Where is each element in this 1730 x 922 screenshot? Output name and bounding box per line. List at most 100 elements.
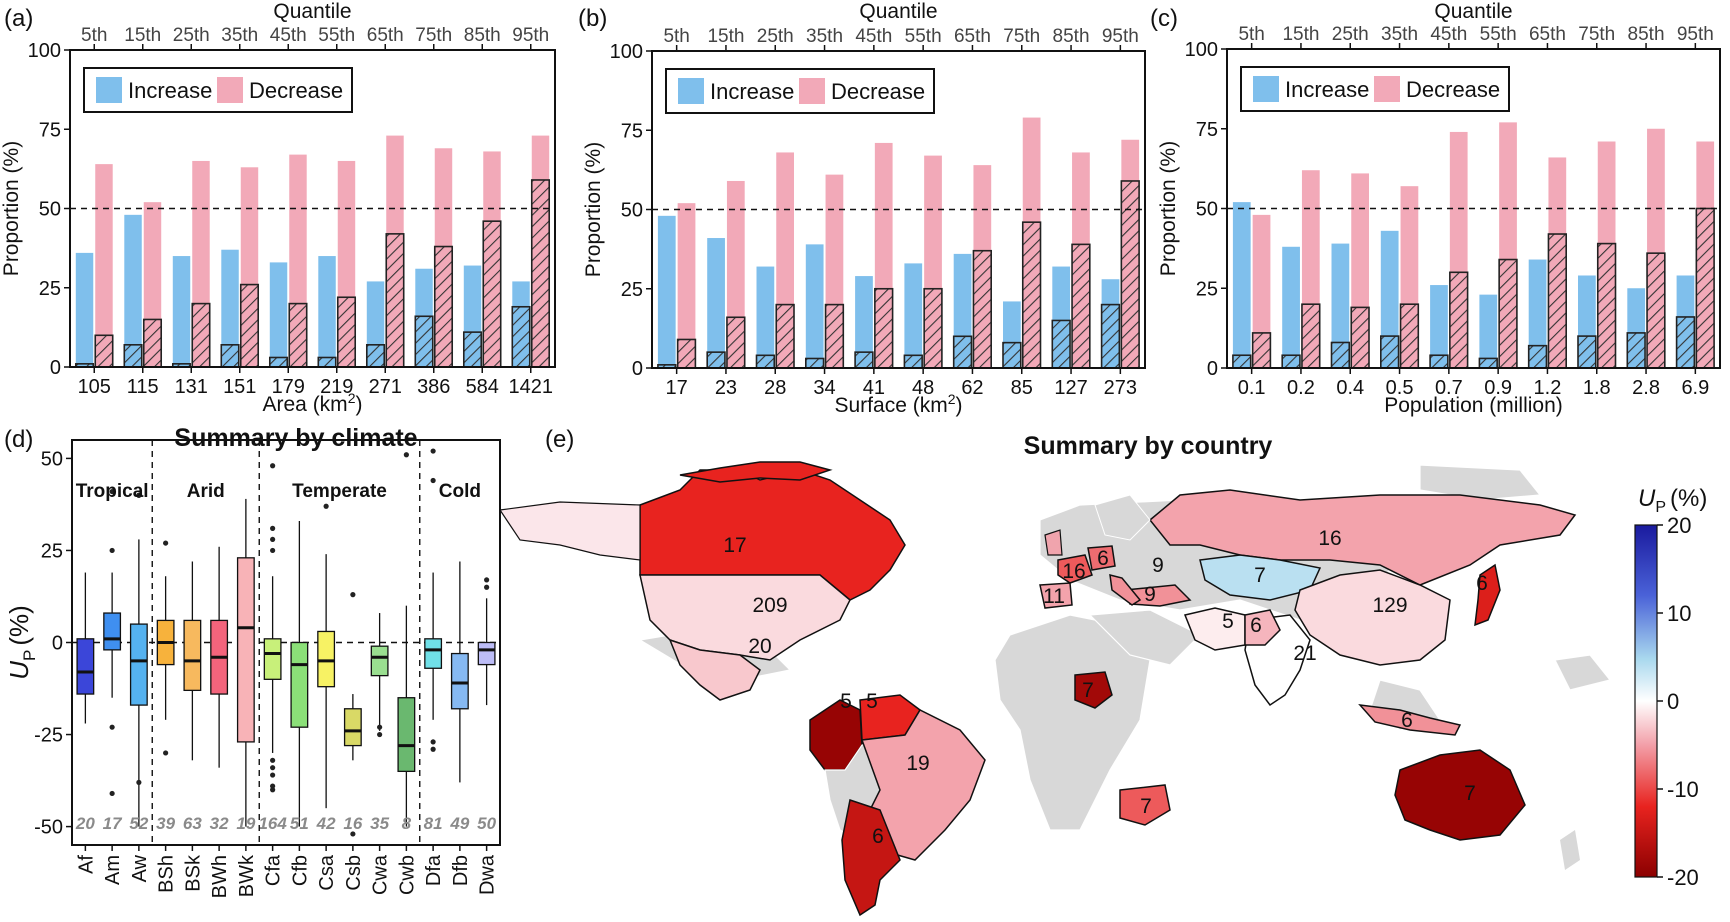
bar-increase bbox=[756, 266, 775, 368]
outlier-point bbox=[270, 757, 276, 763]
climate-label: Csa bbox=[316, 854, 338, 890]
colorbar-title: UP (%) bbox=[1638, 485, 1707, 516]
box-bwk bbox=[236, 557, 255, 743]
x-tick-label: 6.9 bbox=[1681, 377, 1709, 399]
country-count-label: 9 bbox=[1144, 583, 1156, 606]
y-tick-label: 75 bbox=[1196, 119, 1218, 141]
box-cfa bbox=[263, 638, 282, 680]
outlier-point bbox=[484, 577, 490, 583]
outlier-point bbox=[136, 779, 142, 786]
box-cfb bbox=[290, 641, 309, 728]
bar-decrease-significant bbox=[336, 296, 357, 368]
bar-increase bbox=[1232, 202, 1251, 368]
x-tick-label: 115 bbox=[127, 376, 159, 398]
x-tick-label: 271 bbox=[369, 376, 402, 398]
country-germany bbox=[1087, 545, 1116, 571]
climate-label: BSk bbox=[182, 854, 204, 892]
quantile-tick-label: 25th bbox=[173, 25, 210, 46]
quantile-tick-label: 95th bbox=[1677, 24, 1714, 45]
climate-label: Af bbox=[75, 855, 97, 874]
boxplot-title: Summary by climate bbox=[174, 424, 417, 452]
quantile-tick-label: 5th bbox=[1238, 24, 1264, 45]
quantile-tick-label: 5th bbox=[663, 26, 689, 47]
x-tick-label: 0.9 bbox=[1484, 377, 1512, 399]
country-count-label: 5 bbox=[840, 690, 852, 713]
x-axis-label: Area (km2) bbox=[263, 390, 363, 416]
climate-label: Cwa bbox=[370, 854, 392, 895]
outlier-point bbox=[323, 503, 329, 509]
bar-chart-population: 0.1 5th 0.2 15th 0.4 25th 0.5 35th 0.7 45th 0.9 55t… bbox=[1157, 0, 1721, 417]
bar-decrease-significant bbox=[1695, 207, 1715, 369]
colorbar-ticks: 20 10 0 -10 -20 bbox=[1657, 513, 1699, 890]
country-australia bbox=[1394, 749, 1526, 841]
x-tick-label: 0.7 bbox=[1435, 377, 1463, 399]
quantile-tick-label: 55th bbox=[905, 26, 942, 47]
bar-increase-significant bbox=[220, 344, 240, 368]
quantile-tick-label: 95th bbox=[1102, 26, 1139, 47]
bar-increase-significant bbox=[1626, 332, 1646, 369]
x-tick-label: 34 bbox=[813, 377, 835, 399]
legend-swatch-increase bbox=[1253, 76, 1279, 102]
panel-label-c: (c) bbox=[1150, 5, 1178, 32]
box-af bbox=[76, 638, 95, 695]
legend-label-decrease: Decrease bbox=[831, 79, 925, 104]
x-tick-label: 2.8 bbox=[1632, 377, 1660, 399]
climate-label: Cfb bbox=[289, 855, 311, 886]
y-axis-label: Proportion (%) bbox=[0, 141, 23, 276]
x-tick-label: 1421 bbox=[509, 376, 554, 398]
outlier-point bbox=[270, 765, 276, 771]
country-canada-islands bbox=[679, 461, 833, 483]
box-bsk bbox=[183, 619, 202, 692]
box-csb bbox=[343, 708, 362, 747]
country-japan bbox=[1474, 563, 1501, 627]
outlier-point bbox=[270, 525, 276, 531]
country-spain bbox=[1039, 582, 1073, 609]
climate-group-label: Tropical bbox=[76, 481, 149, 502]
bar-decrease bbox=[677, 203, 696, 368]
outlier-point bbox=[163, 750, 169, 756]
country-indonesia bbox=[1358, 704, 1462, 736]
box-csa bbox=[317, 630, 336, 688]
x-tick-label: 0.2 bbox=[1287, 377, 1315, 399]
bar-decrease-significant bbox=[874, 287, 894, 369]
country-argentina bbox=[841, 799, 901, 917]
y-tick-label: 50 bbox=[41, 448, 63, 470]
bar-increase bbox=[805, 244, 824, 368]
x-tick-label: 85 bbox=[1011, 377, 1033, 399]
sample-count: 19 bbox=[236, 814, 255, 833]
quantile-tick-label: 85th bbox=[464, 25, 501, 46]
sample-count: 52 bbox=[129, 814, 148, 833]
bar-decrease-significant bbox=[1301, 303, 1321, 369]
bar-increase-significant bbox=[123, 344, 143, 368]
legend-label-increase: Increase bbox=[1285, 77, 1369, 102]
climate-label: Csb bbox=[343, 855, 365, 891]
x-tick-label: 219 bbox=[320, 376, 353, 398]
colorbar-tick-label: 20 bbox=[1667, 513, 1691, 538]
outlier-point bbox=[350, 831, 356, 837]
y-tick-label: 100 bbox=[610, 41, 643, 63]
quantile-tick-label: 15th bbox=[1282, 24, 1319, 45]
outlier-point bbox=[270, 536, 276, 543]
climate-label: Dwa bbox=[477, 854, 499, 895]
y-tick-label: 50 bbox=[1196, 199, 1218, 221]
box-dwa bbox=[477, 641, 496, 666]
colorbar-tick-label: 10 bbox=[1667, 601, 1691, 626]
country-count-label: 7 bbox=[1140, 795, 1152, 818]
bar-decrease-significant bbox=[923, 287, 943, 369]
bar-increase bbox=[1479, 294, 1498, 368]
quantile-tick-label: 75th bbox=[415, 25, 452, 46]
sample-count: 81 bbox=[424, 814, 443, 833]
top-axis-title: Quantile bbox=[273, 0, 351, 23]
sample-count: 17 bbox=[103, 814, 123, 833]
quantile-tick-label: 15th bbox=[707, 26, 744, 47]
y-tick-label: -50 bbox=[34, 817, 63, 839]
y-axis-label: Proportion (%) bbox=[582, 142, 605, 277]
bar-increase-significant bbox=[317, 356, 337, 368]
bar-increase bbox=[1380, 230, 1399, 368]
country-south-africa bbox=[1119, 784, 1171, 826]
x-tick-label: 151 bbox=[223, 376, 256, 398]
country-usa-alaska bbox=[498, 501, 641, 561]
climate-label: Cwb bbox=[396, 855, 418, 895]
country-france bbox=[1057, 554, 1093, 584]
